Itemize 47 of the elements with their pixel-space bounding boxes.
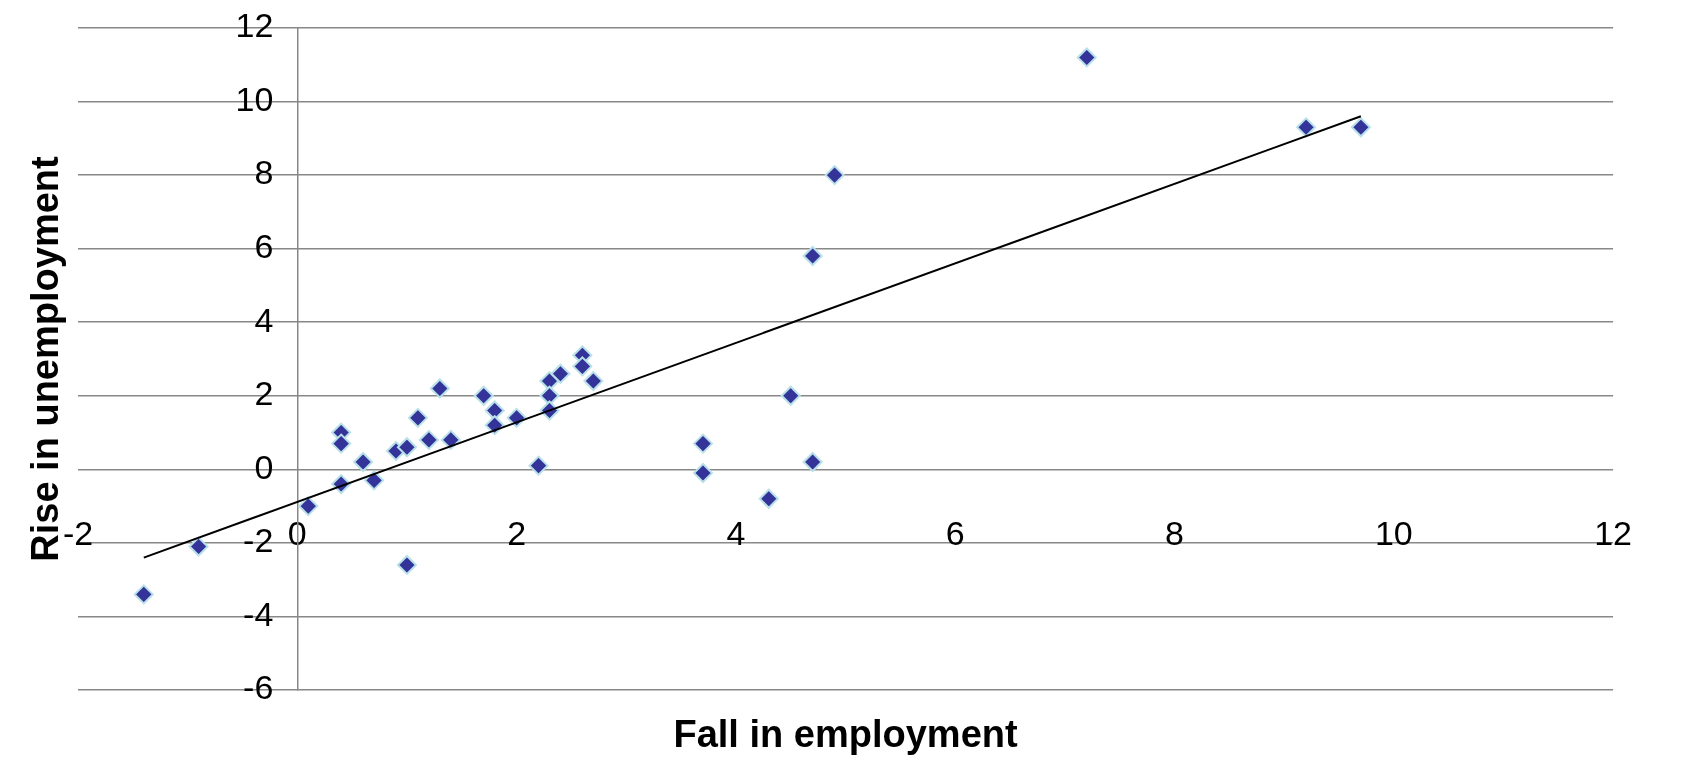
point xyxy=(550,363,571,384)
point xyxy=(396,554,417,575)
point xyxy=(1076,47,1097,68)
x-tick-label: 12 xyxy=(1594,514,1632,553)
y-tick-label: 12 xyxy=(235,6,274,45)
point xyxy=(1350,117,1371,138)
x-tick-label: 0 xyxy=(287,514,307,553)
point xyxy=(484,400,505,421)
point xyxy=(440,429,461,450)
point xyxy=(693,463,713,484)
y-tick-label: 2 xyxy=(254,374,274,413)
point xyxy=(693,433,713,454)
x-tick-label: -2 xyxy=(62,514,94,553)
y-tick-label: 4 xyxy=(254,300,274,339)
point xyxy=(429,378,450,399)
point xyxy=(824,165,845,186)
y-tick-label: 6 xyxy=(254,227,274,266)
point xyxy=(539,385,560,406)
point xyxy=(1296,117,1317,138)
x-axis-title: Fall in employment xyxy=(673,713,1018,756)
point xyxy=(331,433,352,454)
point xyxy=(407,407,428,428)
y-tick-label: -4 xyxy=(243,594,274,633)
point xyxy=(780,385,801,406)
point xyxy=(528,455,549,476)
y-tick-label: 0 xyxy=(254,447,274,486)
point xyxy=(802,451,823,472)
point xyxy=(396,437,417,458)
point xyxy=(758,488,779,509)
x-tick-label: 4 xyxy=(726,514,746,553)
point xyxy=(188,536,209,557)
point xyxy=(802,246,823,267)
y-tick-label: 10 xyxy=(235,79,274,118)
point xyxy=(583,371,604,392)
y-tick-label: -6 xyxy=(243,668,274,707)
point xyxy=(418,429,439,450)
point xyxy=(572,356,593,377)
point xyxy=(353,451,374,472)
point xyxy=(473,385,494,406)
point xyxy=(133,584,154,605)
x-tick-label: 6 xyxy=(945,514,965,553)
y-tick-label: 8 xyxy=(254,153,274,192)
point xyxy=(364,470,385,491)
x-tick-label: 2 xyxy=(507,514,527,553)
x-tick-label: 8 xyxy=(1165,514,1184,553)
x-tick-label: 10 xyxy=(1374,514,1413,553)
point xyxy=(298,496,319,517)
